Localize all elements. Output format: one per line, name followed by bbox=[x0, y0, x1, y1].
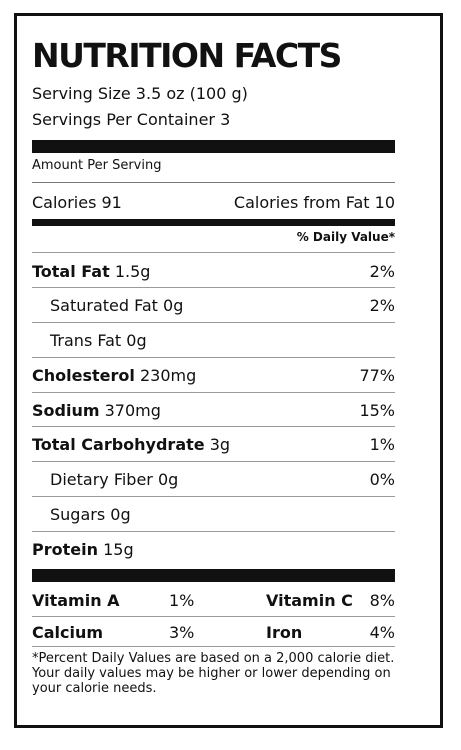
calories-from-fat: Calories from Fat 10 bbox=[233, 193, 395, 212]
nutrient-row-protein: Protein 15g bbox=[32, 540, 395, 560]
serving-size: Serving Size 3.5 oz (100 g) bbox=[32, 84, 248, 103]
nutrient-dv: 0% bbox=[369, 470, 395, 489]
divider bbox=[32, 531, 395, 532]
nutrient-row-cholesterol: Cholesterol 230mg 77% bbox=[32, 366, 395, 386]
nutrient-row-total-carbohydrate: Total Carbohydrate 3g 1% bbox=[32, 435, 395, 455]
nutrient-amount: 0g bbox=[110, 505, 131, 524]
vitamin-dv: 3% bbox=[169, 623, 195, 642]
vitamin-name: Vitamin A bbox=[32, 591, 120, 610]
nutrient-name: Sugars bbox=[50, 505, 106, 524]
nutrient-row-saturated-fat: Saturated Fat 0g 2% bbox=[32, 296, 395, 316]
nutrient-row-sodium: Sodium 370mg 15% bbox=[32, 401, 395, 421]
vitamin-dv: 1% bbox=[169, 591, 195, 610]
nutrient-row-sugars: Sugars 0g bbox=[32, 505, 395, 525]
divider bbox=[32, 357, 395, 358]
nutrient-amount: 0g bbox=[157, 470, 179, 489]
medium-divider bbox=[32, 219, 395, 226]
thick-divider-top bbox=[32, 140, 395, 153]
divider bbox=[32, 496, 395, 497]
nutrient-name: Total Fat bbox=[32, 262, 110, 281]
nutrient-name: Sodium bbox=[32, 401, 100, 420]
divider bbox=[32, 646, 395, 647]
nutrient-name: Trans Fat bbox=[50, 331, 122, 350]
nutrition-label bbox=[14, 13, 443, 728]
nutrient-name: Cholesterol bbox=[32, 366, 135, 385]
nutrient-amount: 15g bbox=[103, 540, 134, 559]
vitamin-name: Vitamin C bbox=[266, 591, 353, 610]
nutrient-row-trans-fat: Trans Fat 0g bbox=[32, 331, 395, 351]
footnote: *Percent Daily Values are based on a 2,0… bbox=[32, 651, 395, 696]
nutrient-dv: 2% bbox=[369, 262, 395, 281]
nutrient-row-total-fat: Total Fat 1.5g 2% bbox=[32, 262, 395, 282]
nutrient-amount: 230mg bbox=[139, 366, 197, 385]
divider bbox=[32, 252, 395, 253]
nutrient-name: Saturated Fat bbox=[50, 296, 158, 315]
divider bbox=[32, 392, 395, 393]
vitamin-dv: 8% bbox=[369, 591, 395, 610]
divider bbox=[32, 322, 395, 323]
nutrient-row-dietary-fiber: Dietary Fiber 0g 0% bbox=[32, 470, 395, 490]
vitamin-name: Calcium bbox=[32, 623, 104, 642]
servings-per-container: Servings Per Container 3 bbox=[32, 110, 231, 129]
nutrient-amount: 370mg bbox=[104, 401, 161, 420]
nutrient-name: Dietary Fiber bbox=[50, 470, 153, 489]
thick-divider-bottom bbox=[32, 569, 395, 582]
calories: Calories 91 bbox=[32, 193, 122, 212]
nutrient-amount: 0g bbox=[126, 331, 147, 350]
label-title: NUTRITION FACTS bbox=[32, 36, 342, 75]
divider bbox=[32, 182, 395, 183]
divider bbox=[32, 461, 395, 462]
vitamin-dv: 4% bbox=[369, 623, 395, 642]
nutrient-name: Protein bbox=[32, 540, 98, 559]
nutrient-dv: 1% bbox=[369, 435, 395, 454]
nutrient-dv: 2% bbox=[369, 296, 395, 315]
nutrient-dv: 77% bbox=[359, 366, 395, 385]
amount-per-serving: Amount Per Serving bbox=[32, 158, 162, 173]
nutrient-amount: 1.5g bbox=[114, 262, 151, 281]
nutrient-dv: 15% bbox=[359, 401, 395, 420]
nutrient-amount: 3g bbox=[209, 435, 231, 454]
daily-value-header: % Daily Value* bbox=[296, 230, 395, 244]
divider bbox=[32, 426, 395, 427]
divider bbox=[32, 287, 395, 288]
divider bbox=[32, 616, 395, 617]
nutrient-name: Total Carbohydrate bbox=[32, 435, 205, 454]
nutrient-amount: 0g bbox=[163, 296, 184, 315]
vitamin-name: Iron bbox=[266, 623, 303, 642]
calories-row: Calories 91 Calories from Fat 10 bbox=[32, 193, 395, 213]
